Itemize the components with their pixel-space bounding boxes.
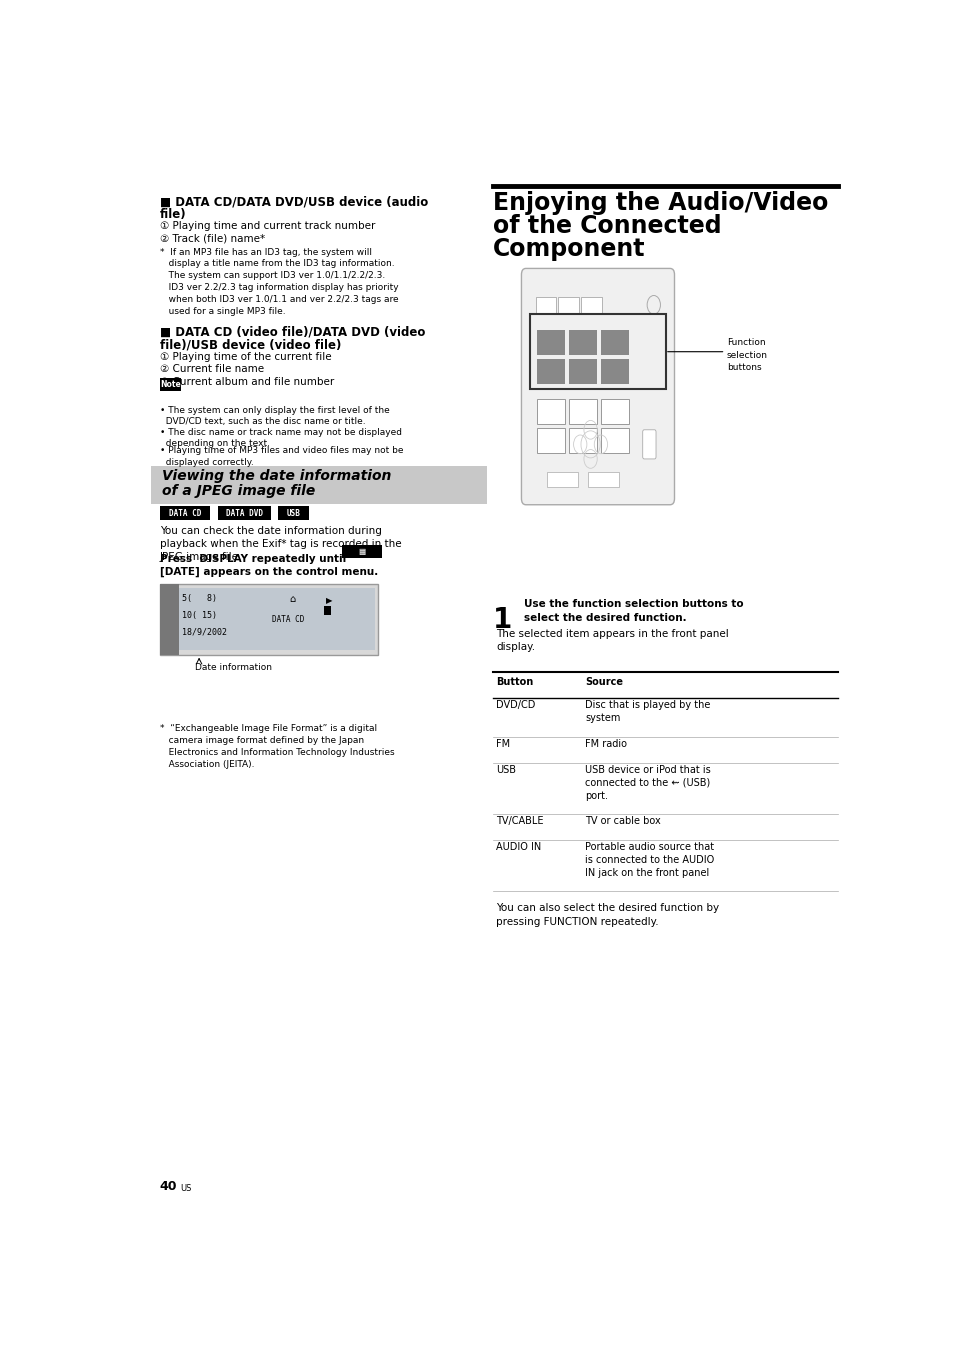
Text: ▶: ▶	[326, 596, 333, 606]
Text: Disc that is played by the
system: Disc that is played by the system	[584, 700, 710, 723]
FancyBboxPatch shape	[642, 430, 656, 458]
FancyBboxPatch shape	[580, 296, 601, 314]
Text: Button: Button	[496, 676, 533, 687]
Text: *  If an MP3 file has an ID3 tag, the system will
   display a title name from t: * If an MP3 file has an ID3 tag, the sys…	[160, 247, 398, 315]
Text: select the desired function.: select the desired function.	[523, 612, 685, 623]
Text: You can also select the desired function by
pressing FUNCTION repeatedly.: You can also select the desired function…	[496, 903, 719, 926]
FancyBboxPatch shape	[160, 506, 210, 521]
Text: DVD/CD: DVD/CD	[496, 700, 536, 710]
Text: Note: Note	[160, 380, 180, 389]
FancyBboxPatch shape	[568, 399, 597, 423]
FancyBboxPatch shape	[521, 269, 674, 504]
FancyBboxPatch shape	[217, 506, 271, 521]
Text: file)/USB device (video file): file)/USB device (video file)	[160, 338, 341, 352]
FancyBboxPatch shape	[529, 314, 665, 389]
Text: TV/CABLE: TV/CABLE	[496, 817, 543, 826]
Text: USB device or iPod that is
connected to the ⇜ (USB)
port.: USB device or iPod that is connected to …	[584, 765, 710, 800]
Text: 40: 40	[160, 1180, 177, 1194]
Text: DATA DVD: DATA DVD	[226, 508, 262, 518]
Text: Enjoying the Audio/Video: Enjoying the Audio/Video	[492, 192, 827, 215]
Text: • The disc name or track name may not be displayed
  depending on the text.: • The disc name or track name may not be…	[160, 427, 401, 448]
FancyBboxPatch shape	[558, 296, 578, 314]
FancyBboxPatch shape	[600, 427, 628, 453]
Text: ① Playing time and current track number: ① Playing time and current track number	[160, 220, 375, 231]
Text: Press  DISPLAY repeatedly until: Press DISPLAY repeatedly until	[160, 554, 346, 564]
Text: FM radio: FM radio	[584, 740, 626, 749]
FancyBboxPatch shape	[160, 584, 377, 654]
Text: US: US	[180, 1183, 192, 1192]
FancyBboxPatch shape	[160, 584, 179, 654]
Text: 18/9/2002: 18/9/2002	[182, 627, 227, 637]
Text: Viewing the date information: Viewing the date information	[162, 469, 391, 484]
Text: ③ Current album and file number: ③ Current album and file number	[160, 377, 334, 387]
FancyBboxPatch shape	[537, 330, 564, 354]
FancyBboxPatch shape	[587, 472, 618, 487]
Text: Component: Component	[492, 237, 644, 261]
Text: ■ DATA CD/DATA DVD/USB device (audio: ■ DATA CD/DATA DVD/USB device (audio	[160, 196, 428, 208]
Text: Date information: Date information	[195, 662, 273, 672]
Text: ■ DATA CD (video file)/DATA DVD (video: ■ DATA CD (video file)/DATA DVD (video	[160, 326, 425, 339]
FancyBboxPatch shape	[151, 466, 487, 504]
FancyBboxPatch shape	[537, 360, 564, 384]
Text: You can check the date information during
playback when the Exif* tag is recorde: You can check the date information durin…	[160, 526, 401, 562]
Text: DATA CD: DATA CD	[169, 508, 201, 518]
Text: ① Playing time of the current file: ① Playing time of the current file	[160, 352, 332, 362]
FancyBboxPatch shape	[535, 296, 556, 314]
Text: ② Track (file) name*: ② Track (file) name*	[160, 233, 265, 243]
Text: FM: FM	[496, 740, 510, 749]
Text: *  “Exchangeable Image File Format” is a digital
   camera image format defined : * “Exchangeable Image File Format” is a …	[160, 725, 395, 769]
Text: Use the function selection buttons to: Use the function selection buttons to	[523, 599, 742, 610]
Text: DATA CD: DATA CD	[272, 615, 304, 625]
Text: of the Connected: of the Connected	[492, 215, 720, 238]
Text: 10( 15): 10( 15)	[182, 611, 217, 621]
Text: buttons: buttons	[726, 364, 760, 372]
Text: AUDIO IN: AUDIO IN	[496, 842, 541, 852]
FancyBboxPatch shape	[568, 330, 597, 354]
FancyBboxPatch shape	[600, 330, 628, 354]
FancyBboxPatch shape	[324, 606, 331, 615]
Text: 1: 1	[492, 606, 512, 634]
Text: Source: Source	[584, 676, 622, 687]
Text: • Playing time of MP3 files and video files may not be
  displayed correctly.: • Playing time of MP3 files and video fi…	[160, 446, 403, 466]
Text: ▦: ▦	[357, 548, 365, 556]
Text: Portable audio source that
is connected to the AUDIO
IN jack on the front panel: Portable audio source that is connected …	[584, 842, 714, 877]
Text: of a JPEG image file: of a JPEG image file	[162, 484, 315, 498]
Text: The selected item appears in the front panel
display.: The selected item appears in the front p…	[496, 629, 728, 652]
FancyBboxPatch shape	[547, 472, 578, 487]
FancyBboxPatch shape	[278, 506, 309, 521]
Text: Function: Function	[726, 338, 765, 347]
FancyBboxPatch shape	[179, 588, 375, 650]
Text: selection: selection	[726, 350, 767, 360]
FancyBboxPatch shape	[568, 360, 597, 384]
Text: • The system can only display the first level of the
  DVD/CD text, such as the : • The system can only display the first …	[160, 406, 389, 426]
FancyBboxPatch shape	[537, 427, 564, 453]
Text: [DATE] appears on the control menu.: [DATE] appears on the control menu.	[160, 568, 377, 577]
Text: 5(   8): 5( 8)	[182, 595, 217, 603]
FancyBboxPatch shape	[341, 545, 382, 558]
Text: ⌂: ⌂	[289, 595, 295, 604]
FancyBboxPatch shape	[600, 399, 628, 423]
Text: TV or cable box: TV or cable box	[584, 817, 660, 826]
Text: USB: USB	[287, 508, 300, 518]
FancyBboxPatch shape	[160, 377, 180, 391]
FancyBboxPatch shape	[537, 399, 564, 423]
Text: ② Current file name: ② Current file name	[160, 364, 264, 375]
Text: USB: USB	[496, 765, 516, 775]
FancyBboxPatch shape	[600, 360, 628, 384]
FancyBboxPatch shape	[568, 427, 597, 453]
Text: file): file)	[160, 208, 187, 220]
